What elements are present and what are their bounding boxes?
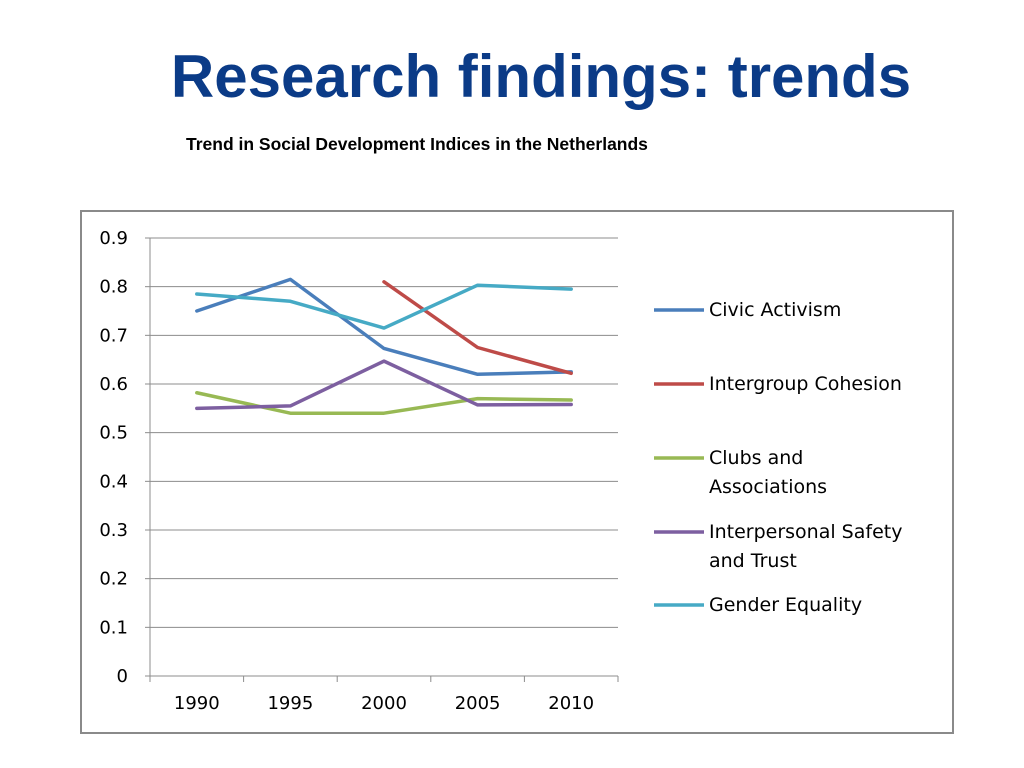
series-line [195,277,573,377]
y-tick-label: 0.5 [99,423,128,444]
y-tick-label: 0.4 [99,471,128,492]
y-tick-label: 0.1 [99,617,128,638]
chart-frame: 0 0.1 0.2 0.3 0.4 0.5 0.6 0.7 0.8 0.9 1990 1995 2000… [80,210,954,734]
legend-label: Civic Activism [709,299,841,321]
legend-label: Interpersonal Safety and Trust [709,521,902,572]
y-tick-label: 0.8 [99,277,128,298]
y-tick-label: 0.3 [99,520,128,541]
legend-label: Clubs and Associations [709,447,827,498]
x-tick-label: 2010 [548,693,594,714]
legend-label: Gender Equality [709,594,862,616]
series-line [382,280,573,376]
slide-title: Research findings: trends [170,43,912,110]
x-tick-label: 1990 [174,693,220,714]
x-tick-label: 1995 [267,693,313,714]
y-tick-label: 0.6 [99,374,128,395]
y-tick-label: 0 [117,666,128,687]
chart-subtitle: Trend in Social Development Indices in t… [186,134,648,154]
line-chart: 0 0.1 0.2 0.3 0.4 0.5 0.6 0.7 0.8 0.9 1990 1995 2000… [99,228,902,714]
x-tick-label: 2000 [361,693,407,714]
series-line [195,359,573,411]
legend-label: Intergroup Cohesion [709,373,902,395]
x-tick-label: 2005 [455,693,501,714]
y-tick-label: 0.9 [99,228,128,249]
y-tick-label: 0.2 [99,569,128,590]
series-line [195,391,573,415]
series-line [195,283,573,330]
y-tick-label: 0.7 [99,325,128,346]
